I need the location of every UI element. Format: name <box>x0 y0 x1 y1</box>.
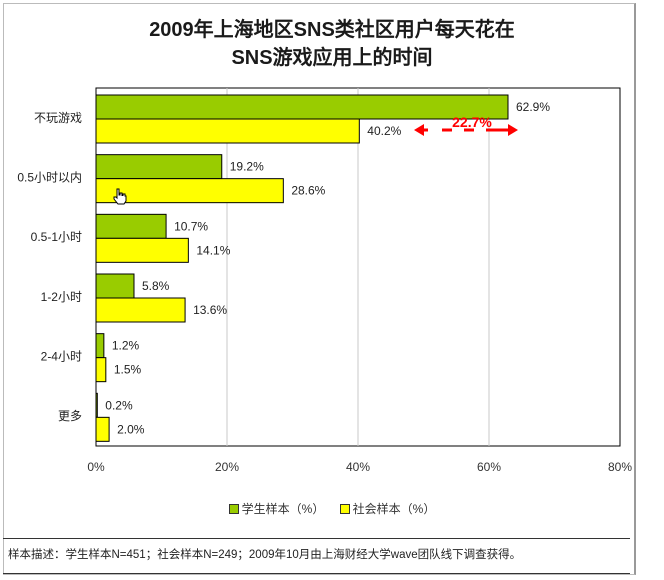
hand-pointer-icon <box>113 188 127 205</box>
bar-student <box>95 333 105 359</box>
bar-student <box>95 154 223 180</box>
bar-student <box>95 273 135 299</box>
x-tick-label: 20% <box>215 460 239 474</box>
bar-society <box>95 416 110 442</box>
legend-label-society: 社会样本（%） <box>352 502 436 516</box>
footnote: 样本描述：学生样本N=451；社会样本N=249；2009年10月由上海财经大学… <box>8 549 522 561</box>
data-label-society: 1.5% <box>114 363 142 377</box>
footnote-rule-top <box>3 538 630 539</box>
footnote-rule-bottom <box>3 573 630 574</box>
data-label-society: 2.0% <box>117 422 145 436</box>
bar-chart: 0% 20% 40% 60% 80% 不玩游戏 62.9% 40.2% 0.5小时以内 19.2%… <box>17 87 632 474</box>
chart-title-line-2: SNS游戏应用上的时间 <box>231 47 433 69</box>
category-label: 不玩游戏 <box>34 111 82 125</box>
x-tick-label: 60% <box>477 460 501 474</box>
bar-society <box>95 297 186 323</box>
annotation-label: 22.7% <box>452 114 492 130</box>
bar-society <box>95 118 360 144</box>
legend-label-student: 学生样本（%） <box>241 502 325 516</box>
data-label-student: 10.7% <box>174 219 208 233</box>
bar-society <box>95 178 284 204</box>
x-tick-label: 0% <box>87 460 105 474</box>
data-label-society: 40.2% <box>367 124 401 138</box>
category-label: 更多 <box>58 409 82 423</box>
x-tick-label: 40% <box>346 460 370 474</box>
data-label-student: 19.2% <box>230 160 264 174</box>
legend-swatch-student <box>228 503 239 514</box>
bar-student <box>95 213 167 239</box>
bar-society <box>95 357 107 383</box>
category-label: 0.5-1小时 <box>31 230 82 244</box>
data-label-society: 28.6% <box>291 184 325 198</box>
legend: 学生样本（%） 社会样本（%） <box>0 500 664 517</box>
annotation-arrowhead-right <box>508 124 518 136</box>
data-label-student: 1.2% <box>112 339 140 353</box>
legend-item-student: 学生样本（%） <box>228 500 325 517</box>
legend-item-society: 社会样本（%） <box>339 500 436 517</box>
bar-student <box>95 392 98 418</box>
chart-title: 2009年上海地区SNS类社区用户每天花在 SNS游戏应用上的时间 <box>0 16 664 72</box>
data-label-student: 5.8% <box>142 279 170 293</box>
category-label: 0.5小时以内 <box>17 171 82 185</box>
annotation-arrowhead-left <box>414 124 424 136</box>
category-label: 1-2小时 <box>41 290 82 304</box>
category-label: 2-4小时 <box>41 350 82 364</box>
bar-society <box>95 237 189 263</box>
chart-frame <box>3 3 636 575</box>
data-label-student: 62.9% <box>516 100 550 114</box>
legend-swatch-society <box>339 503 350 514</box>
data-label-society: 13.6% <box>193 303 227 317</box>
x-tick-label: 80% <box>608 460 632 474</box>
data-label-society: 14.1% <box>196 243 230 257</box>
chart-title-line-1: 2009年上海地区SNS类社区用户每天花在 <box>149 19 515 41</box>
bar-student <box>95 94 509 120</box>
data-label-student: 0.2% <box>105 398 133 412</box>
